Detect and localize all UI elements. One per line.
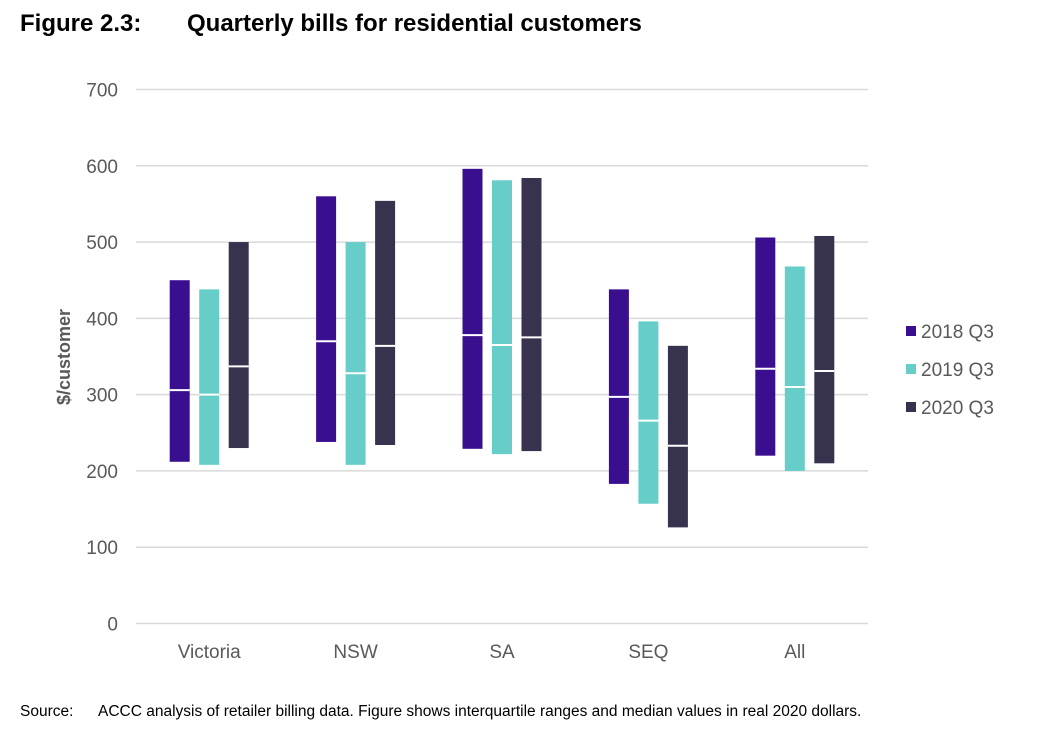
x-tick-label: Victoria bbox=[178, 642, 241, 663]
figure-title-text: Quarterly bills for residential customer… bbox=[187, 10, 642, 37]
x-tick-label: NSW bbox=[333, 642, 377, 663]
range-bar bbox=[228, 242, 249, 449]
range-bar bbox=[638, 321, 659, 504]
range-bar bbox=[462, 168, 483, 449]
y-tick-label: 300 bbox=[86, 386, 118, 407]
legend-label: 2018 Q3 bbox=[921, 322, 994, 343]
range-bar bbox=[814, 235, 835, 464]
y-tick-label: 200 bbox=[86, 462, 118, 483]
range-bar bbox=[608, 289, 629, 484]
legend-label: 2019 Q3 bbox=[921, 360, 994, 381]
figure-number: Figure 2.3: bbox=[20, 10, 142, 37]
source-label: Source: bbox=[20, 703, 74, 720]
range-bar bbox=[375, 200, 396, 445]
y-tick-label: 700 bbox=[86, 81, 118, 102]
source-text: ACCC analysis of retailer billing data. … bbox=[98, 703, 862, 720]
range-bar bbox=[345, 242, 366, 465]
y-axis-label: $/customer bbox=[54, 309, 74, 405]
source-note: Source: ACCC analysis of retailer billing… bbox=[20, 703, 861, 721]
x-tick-label: All bbox=[784, 642, 805, 663]
legend-swatch bbox=[906, 402, 916, 412]
legend-item: 2019 Q3 bbox=[906, 360, 994, 381]
legend-item: 2018 Q3 bbox=[906, 322, 994, 343]
x-tick-label: SA bbox=[489, 642, 515, 663]
range-bar bbox=[521, 177, 542, 452]
y-tick-label: 100 bbox=[86, 538, 118, 559]
range-bar bbox=[755, 237, 776, 456]
x-axis-ticks: Victoria NSW SA SEQ All bbox=[178, 642, 806, 663]
y-axis-ticks: 0 100 200 300 400 500 600 700 bbox=[86, 81, 118, 636]
range-bar bbox=[667, 345, 688, 528]
legend-swatch bbox=[906, 326, 916, 336]
bars bbox=[169, 168, 835, 528]
range-bar bbox=[199, 289, 220, 465]
legend-item: 2020 Q3 bbox=[906, 398, 994, 419]
range-bar bbox=[492, 180, 512, 455]
range-bar bbox=[784, 266, 805, 471]
legend-swatch bbox=[906, 364, 916, 374]
y-tick-label: 500 bbox=[86, 233, 118, 254]
legend-label: 2020 Q3 bbox=[921, 398, 994, 419]
range-bar bbox=[316, 196, 337, 442]
y-tick-label: 400 bbox=[86, 309, 118, 330]
y-tick-label: 600 bbox=[86, 157, 118, 178]
legend: 2018 Q3 2019 Q3 2020 Q3 bbox=[906, 322, 994, 419]
range-bar bbox=[169, 280, 190, 462]
y-tick-label: 0 bbox=[107, 615, 118, 636]
figure-title: Figure 2.3: Quarterly bills for residenti… bbox=[20, 10, 642, 38]
x-tick-label: SEQ bbox=[628, 642, 668, 663]
